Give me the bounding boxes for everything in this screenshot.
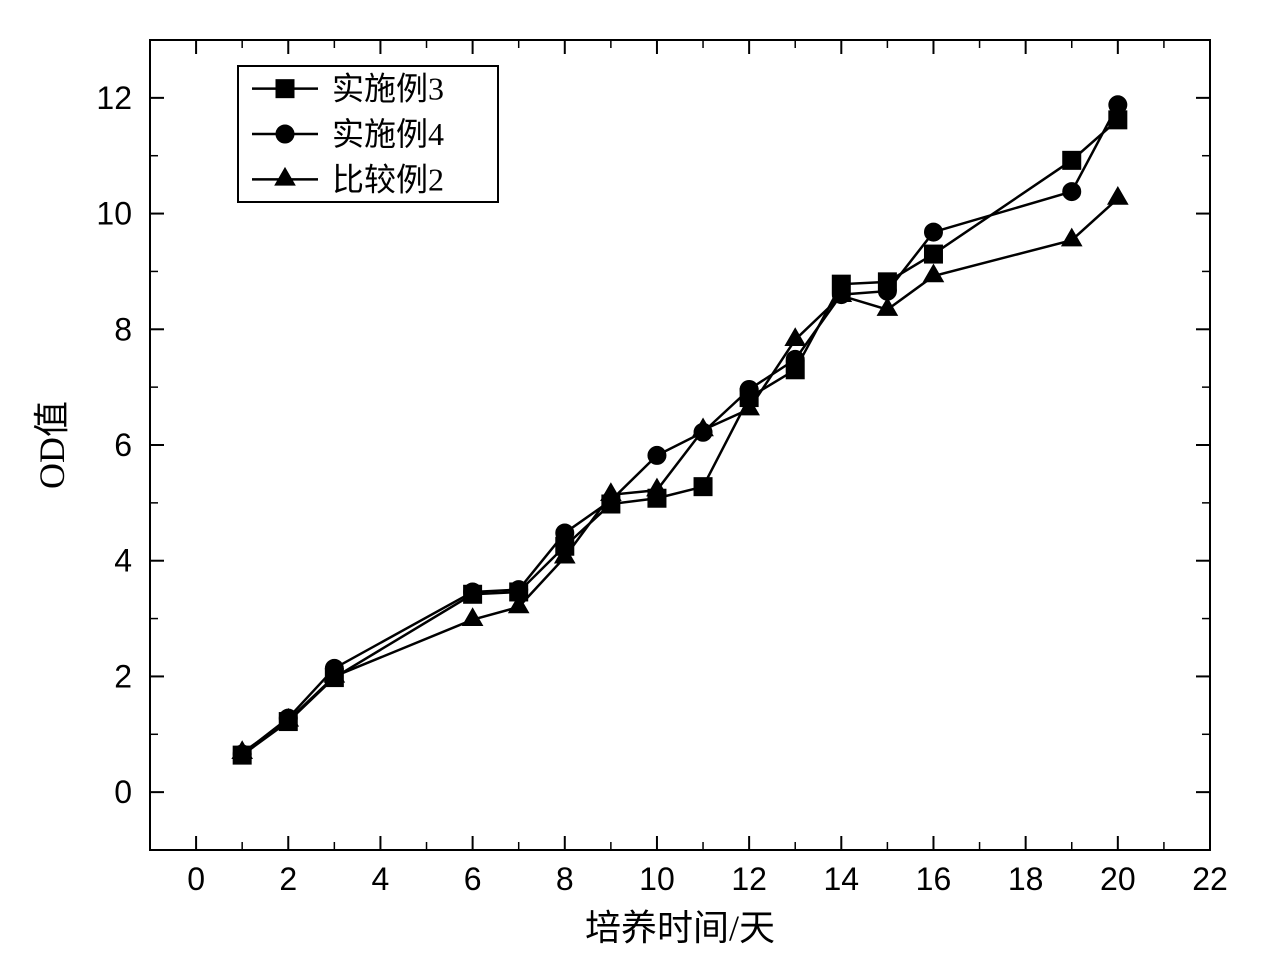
x-tick-label: 16 xyxy=(916,861,952,897)
y-tick-label: 0 xyxy=(114,774,132,810)
series-s3 xyxy=(232,187,1128,759)
x-tick-label: 2 xyxy=(279,861,297,897)
y-tick-label: 12 xyxy=(96,80,132,116)
x-tick-label: 20 xyxy=(1100,861,1136,897)
x-tick-label: 22 xyxy=(1192,861,1228,897)
x-tick-label: 0 xyxy=(187,861,205,897)
x-axis-label: 培养时间/天 xyxy=(585,908,775,948)
x-tick-label: 14 xyxy=(824,861,860,897)
x-tick-label: 10 xyxy=(639,861,675,897)
legend-label: 实施例4 xyxy=(332,116,444,152)
chart-container: 0 2 4 6 8 10 12 14 16 18 20 22 0 2 4 6 8 10 12 培养时间/天 OD值 实施例… xyxy=(0,0,1264,978)
x-tick-label: 4 xyxy=(372,861,390,897)
y-tick-label: 2 xyxy=(114,658,132,694)
y-tick-label: 8 xyxy=(114,311,132,347)
y-tick-label: 6 xyxy=(114,427,132,463)
y-tick-label: 4 xyxy=(114,543,132,579)
legend-label: 比较例2 xyxy=(332,161,444,197)
x-tick-label: 6 xyxy=(464,861,482,897)
y-tick-label: 10 xyxy=(96,196,132,232)
x-tick-label: 8 xyxy=(556,861,574,897)
x-tick-label: 18 xyxy=(1008,861,1044,897)
growth-curve-chart: 0 2 4 6 8 10 12 14 16 18 20 22 0 2 4 6 8 10 12 培养时间/天 OD值 实施例… xyxy=(0,0,1264,978)
legend-label: 实施例3 xyxy=(332,71,444,107)
y-axis-label: OD值 xyxy=(32,401,72,489)
x-tick-label: 12 xyxy=(731,861,767,897)
series-s1 xyxy=(233,111,1127,764)
